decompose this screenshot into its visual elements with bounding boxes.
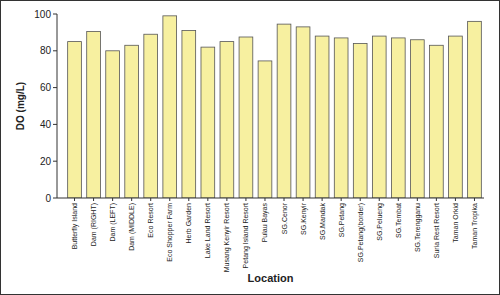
x-tick	[131, 198, 132, 201]
bar	[125, 45, 139, 198]
x-tick-label: Dam (RIGHT)	[90, 203, 98, 246]
frame	[1, 1, 500, 295]
x-tick	[112, 198, 113, 201]
y-axis-label: DO (mg/L)	[15, 82, 26, 130]
x-tick-label: Dam (LEFT)	[109, 203, 117, 242]
x-tick-label: SG.Kenyir	[300, 202, 308, 235]
bar	[87, 31, 101, 198]
x-tick	[150, 198, 151, 201]
x-tick	[303, 198, 304, 201]
x-tick-label: Taman Tropika	[471, 203, 479, 249]
x-tick	[226, 198, 227, 201]
x-tick	[264, 198, 265, 201]
y-tick-label: 80	[40, 45, 52, 56]
bar	[353, 43, 367, 198]
y-tick	[53, 198, 57, 199]
x-tick	[93, 198, 94, 201]
x-tick-label: Eco Shopper Farm	[166, 203, 174, 262]
y-tick	[53, 14, 57, 15]
y-tick-label: 100	[34, 9, 51, 20]
bar	[449, 36, 463, 198]
bars	[68, 16, 482, 198]
x-tick-label: Eco Resort	[147, 203, 154, 238]
bar	[239, 37, 253, 198]
bar	[334, 38, 348, 198]
x-tick-label: SG.Mandak	[319, 203, 326, 240]
x-tick-label: Butterfly Island	[71, 203, 79, 249]
bar	[296, 27, 310, 198]
x-tick	[169, 198, 170, 201]
x-tick	[322, 198, 323, 201]
y-tick-label: 40	[40, 119, 52, 130]
bar	[163, 16, 177, 198]
x-tick-label: Dam (MIDDLE)	[128, 203, 136, 251]
x-tick-label: SG.Tembat	[395, 203, 402, 238]
x-axis-label: Location	[248, 272, 294, 284]
x-tick-label: Taman Orkid	[452, 203, 459, 243]
x-tick-label: Suria Rest Resort	[433, 203, 440, 258]
x-tick-label: Lake Land Resort	[204, 203, 211, 258]
x-tick	[341, 198, 342, 201]
x-tick-label: Pulau Bayas	[261, 203, 269, 243]
chart: 0 20 40 60 80 100 Butterfly Island Dam (RIGHT) D…	[0, 0, 500, 295]
x-tick-label: SG.Pelueng	[376, 203, 384, 241]
x-tick-label: SG.Terengganu	[414, 203, 422, 252]
y-tick-label: 0	[45, 193, 51, 204]
x-tick	[398, 198, 399, 201]
x-tick	[379, 198, 380, 201]
bar	[372, 36, 386, 198]
y-axis	[57, 14, 58, 198]
y-tick-label: 60	[40, 82, 52, 93]
bar	[182, 31, 196, 198]
x-tick	[417, 198, 418, 201]
x-axis	[57, 198, 484, 199]
x-tick-label: SG.Petang	[338, 203, 346, 237]
bar	[68, 42, 82, 198]
bar	[277, 24, 291, 198]
bar	[430, 45, 444, 198]
y-tick	[53, 161, 57, 162]
x-tick-label: Petang Island Resort	[242, 203, 250, 268]
bar	[391, 38, 405, 198]
bar	[201, 47, 215, 198]
x-tick-label: Musang Kenyir Resort	[223, 203, 231, 272]
x-tick-label: SG.Cenor	[281, 202, 288, 234]
y-tick	[53, 87, 57, 88]
x-tick	[245, 198, 246, 201]
y-tick-label: 20	[40, 156, 52, 167]
x-tick	[360, 198, 361, 201]
x-tick	[207, 198, 208, 201]
x-tick	[188, 198, 189, 201]
bar	[144, 34, 158, 198]
x-tick-label: Herb Garden	[185, 203, 192, 244]
bar	[258, 61, 272, 198]
bar	[106, 51, 120, 198]
bar	[315, 36, 329, 198]
x-tick	[455, 198, 456, 201]
x-tick	[474, 198, 475, 201]
bar	[220, 42, 234, 198]
x-tick-label: SG.Petang(border)	[357, 203, 365, 262]
x-tick	[436, 198, 437, 201]
x-tick	[284, 198, 285, 201]
y-tick	[53, 124, 57, 125]
bar	[410, 40, 424, 198]
y-tick	[53, 50, 57, 51]
x-tick	[74, 198, 75, 201]
bar	[468, 21, 482, 198]
